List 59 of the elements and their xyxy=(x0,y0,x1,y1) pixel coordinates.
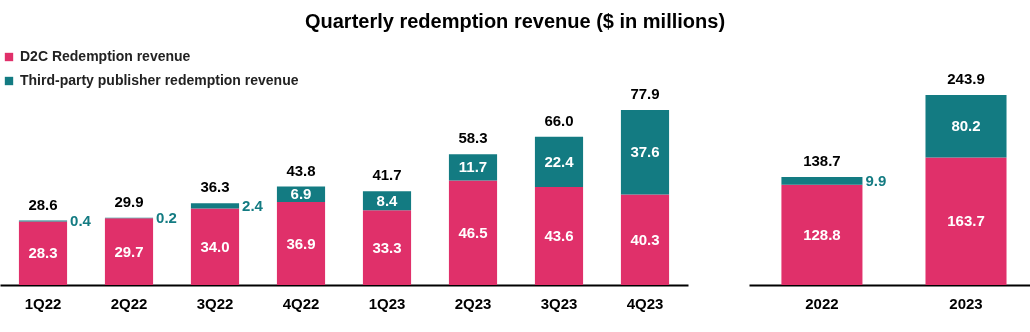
data-label: 33.3 xyxy=(372,238,402,256)
data-label: 34.0 xyxy=(200,237,230,255)
data-label: 163.7 xyxy=(947,212,985,230)
x-tick-label: 2022 xyxy=(805,294,839,312)
data-label: 46.5 xyxy=(458,223,488,241)
bar xyxy=(781,184,863,285)
total-label: 66.0 xyxy=(544,111,574,129)
total-label: 138.7 xyxy=(803,151,841,169)
data-label: 11.7 xyxy=(458,158,488,176)
data-label: 43.6 xyxy=(544,227,574,245)
x-tick-label: 2Q22 xyxy=(110,294,148,312)
bar xyxy=(925,157,1007,285)
bar xyxy=(620,194,670,285)
x-tick-label: 1Q22 xyxy=(24,294,62,312)
data-label: 128.8 xyxy=(803,225,841,243)
x-tick-label: 4Q23 xyxy=(626,294,664,312)
data-label: 36.9 xyxy=(286,234,316,252)
bar xyxy=(620,110,670,195)
x-tick-label: 3Q22 xyxy=(196,294,234,312)
data-label: 9.9 xyxy=(865,171,887,189)
total-label: 77.9 xyxy=(630,85,660,102)
data-label: 22.4 xyxy=(544,152,575,170)
bar xyxy=(925,95,1007,158)
x-tick-label: 4Q22 xyxy=(282,294,320,312)
data-label: 0.4 xyxy=(70,211,92,229)
total-label: 36.3 xyxy=(200,178,230,196)
chart-title: Quarterly redemption revenue ($ in millions) xyxy=(304,10,726,32)
legend-label: Third-party publisher redemption revenue xyxy=(20,72,299,88)
data-label: 28.3 xyxy=(28,244,58,262)
x-tick-label: 2Q23 xyxy=(454,294,492,312)
bar xyxy=(448,180,498,285)
data-label: 0.2 xyxy=(156,209,177,227)
bar xyxy=(448,154,498,181)
total-label: 243.9 xyxy=(947,70,985,87)
total-label: 28.6 xyxy=(28,195,58,213)
x-tick-label: 3Q23 xyxy=(540,294,578,312)
bar xyxy=(534,187,584,285)
data-label: 2.4 xyxy=(242,196,264,214)
bar xyxy=(190,203,240,209)
legend-label: D2C Redemption revenue xyxy=(20,48,191,64)
x-tick-label: 2023 xyxy=(949,294,983,312)
bar xyxy=(104,218,154,285)
total-label: 29.9 xyxy=(114,192,144,210)
bar xyxy=(276,202,326,285)
bar xyxy=(781,176,863,185)
data-label: 8.4 xyxy=(376,191,399,209)
bar xyxy=(362,210,412,285)
total-label: 43.8 xyxy=(286,161,316,179)
data-label: 37.6 xyxy=(630,143,660,161)
bar xyxy=(190,208,240,285)
data-label: 80.2 xyxy=(951,117,981,135)
data-label: 40.3 xyxy=(630,230,660,248)
x-tick-label: 1Q23 xyxy=(368,294,406,312)
total-label: 58.3 xyxy=(458,129,488,147)
bar xyxy=(534,136,584,188)
bar xyxy=(18,221,68,285)
data-label: 6.9 xyxy=(290,185,312,203)
total-label: 41.7 xyxy=(372,166,402,184)
data-label: 29.7 xyxy=(114,242,144,260)
